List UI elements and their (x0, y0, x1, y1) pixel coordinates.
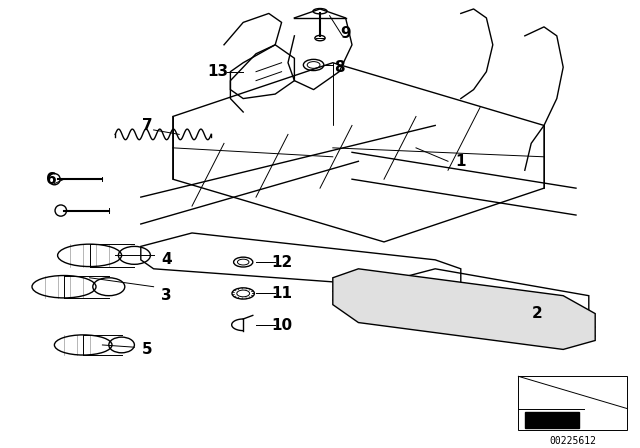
Text: 9: 9 (340, 26, 351, 41)
Text: 1: 1 (456, 154, 466, 169)
Bar (518, 376, 627, 430)
Text: 6: 6 (46, 172, 56, 187)
Polygon shape (333, 269, 595, 349)
Text: 11: 11 (271, 286, 292, 301)
Text: 7: 7 (142, 118, 152, 133)
Text: 4: 4 (161, 252, 172, 267)
Text: 5: 5 (142, 342, 152, 357)
Text: 8: 8 (334, 60, 344, 75)
Text: 10: 10 (271, 318, 292, 333)
Text: 12: 12 (271, 254, 292, 270)
Text: 13: 13 (207, 64, 228, 79)
Bar (525, 412, 579, 428)
Text: 2: 2 (532, 306, 543, 321)
Text: 00225612: 00225612 (549, 436, 596, 446)
Text: 3: 3 (161, 288, 172, 303)
